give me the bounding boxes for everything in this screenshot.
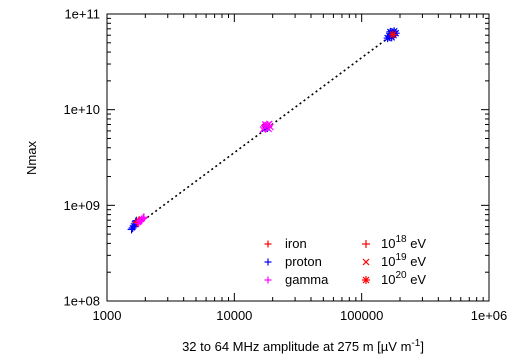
point-cross [261,121,269,128]
point-plus [362,240,370,248]
point-star [388,30,397,39]
point-plus [129,221,138,230]
y-tick-label: 1e+08 [63,294,100,309]
point-plus [264,276,272,284]
legend-energy: 1019 eV [381,252,426,269]
x-axis-label: 32 to 64 MHz amplitude at 275 m [µV m-1] [182,338,424,354]
point-cross [362,258,370,266]
point-cross [265,125,273,133]
legend-energy: 1020 eV [381,270,426,287]
point-star [362,276,370,284]
plot-frame [106,13,490,302]
legend-particle-iron: iron [285,236,307,251]
tick-labels: 1000 10000 100000 1e+06 1e+08 1e+09 1e+10 1e+11 [63,7,507,324]
legend-particle-proton: proton [285,254,322,269]
y-tick-label: 1e+10 [63,102,100,117]
x-tick-label: 10000 [216,308,252,323]
y-tick-label: 1e+11 [64,7,100,22]
data-points [127,27,400,234]
axis-ticks [107,14,489,301]
point-plus [137,216,146,225]
legend-energy: 1018 eV [381,234,426,251]
point-plus [264,258,272,266]
x-tick-label: 1000 [93,308,122,323]
y-tick-label: 1e+09 [63,198,100,213]
legend-particle-gamma: gamma [285,272,329,287]
x-tick-label: 100000 [340,308,383,323]
y-axis-label: Nmax [24,141,39,175]
x-tick-label: 1e+06 [471,308,508,323]
point-plus [264,240,272,248]
